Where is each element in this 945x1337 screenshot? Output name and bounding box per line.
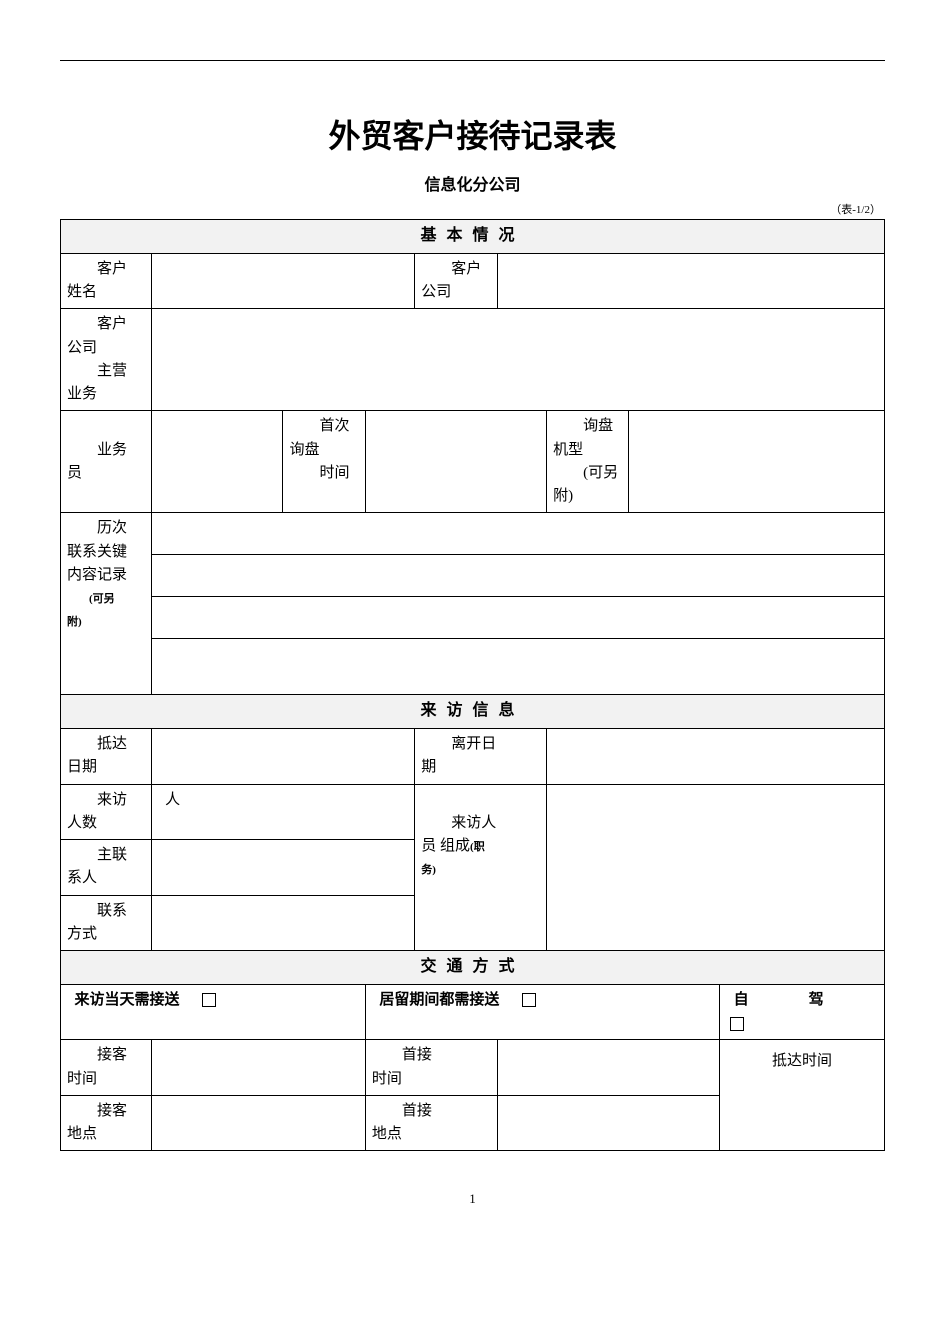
label-first-pickup-place: 首接地点 [365, 1095, 497, 1151]
field-salesperson[interactable] [151, 411, 283, 513]
label-contact-history: 历次联系关键内容记录(可另附) [61, 513, 152, 695]
label-salesperson: 业务员 [61, 411, 152, 513]
label-pickup-whole-stay: 居留期间都需接送 [379, 992, 499, 1008]
visitor-count-unit: 人 [165, 792, 180, 808]
label-first-pickup-time: 首接时间 [365, 1040, 497, 1096]
field-contact-history-2[interactable] [151, 555, 884, 597]
field-first-pickup-place[interactable] [497, 1095, 719, 1151]
label-pickup-place: 接客地点 [61, 1095, 152, 1151]
checkbox-pickup-same-day[interactable] [202, 993, 216, 1007]
label-customer-company: 客户公司 [415, 253, 497, 309]
label-arrive-time: 抵达时间 [720, 1040, 885, 1151]
option-pickup-same-day[interactable]: 来访当天需接送 [61, 984, 366, 1040]
field-customer-name[interactable] [151, 253, 415, 309]
label-main-contact: 主联系人 [61, 840, 152, 896]
field-company-mainbiz[interactable] [151, 309, 884, 411]
label-contact-method: 联系方式 [61, 895, 152, 951]
label-leave-date: 离开日期 [415, 729, 547, 785]
field-main-contact[interactable] [151, 840, 415, 896]
field-pickup-time[interactable] [151, 1040, 365, 1096]
page-subtitle: 信息化分公司 [60, 171, 885, 195]
label-arrive-date: 抵达日期 [61, 729, 152, 785]
field-arrive-date[interactable] [151, 729, 415, 785]
field-contact-history-1[interactable] [151, 513, 884, 555]
option-pickup-whole-stay[interactable]: 居留期间都需接送 [365, 984, 719, 1040]
label-visitor-count: 来访人数 [61, 784, 152, 840]
field-first-inquiry-time[interactable] [365, 411, 546, 513]
field-contact-history-4[interactable] [151, 639, 884, 695]
option-self-drive[interactable]: 自 驾 [720, 984, 885, 1040]
checkbox-self-drive[interactable] [730, 1017, 744, 1031]
checkbox-pickup-whole-stay[interactable] [522, 993, 536, 1007]
label-inquiry-model: 询盘机型(可另附) [547, 411, 629, 513]
page-container: 外贸客户接待记录表 信息化分公司 （表-1/2） 基本情况 客户姓名 客户公司 [0, 0, 945, 1247]
label-pickup-time: 接客时间 [61, 1040, 152, 1096]
field-leave-date[interactable] [547, 729, 885, 785]
label-pickup-same-day: 来访当天需接送 [75, 992, 180, 1008]
field-first-pickup-time[interactable] [497, 1040, 719, 1096]
page-number: 1 [60, 1191, 885, 1207]
field-customer-company[interactable] [497, 253, 884, 309]
form-table: 基本情况 客户姓名 客户公司 客户公司主营业务 业务员 首次询盘时间 询盘机型(… [60, 219, 885, 1151]
section-header-visit: 来访信息 [61, 695, 885, 729]
page-title: 外贸客户接待记录表 [60, 111, 885, 157]
field-visitor-count[interactable]: 人 [151, 784, 415, 840]
page-indicator: （表-1/2） [60, 201, 885, 217]
label-company-mainbiz: 客户公司主营业务 [61, 309, 152, 411]
field-visitor-composition[interactable] [547, 784, 885, 951]
top-horizontal-rule [60, 60, 885, 61]
field-contact-method[interactable] [151, 895, 415, 951]
label-first-inquiry-time: 首次询盘时间 [283, 411, 365, 513]
section-header-transport: 交通方式 [61, 951, 885, 985]
field-inquiry-model[interactable] [629, 411, 885, 513]
section-header-basic: 基本情况 [61, 220, 885, 254]
field-contact-history-3[interactable] [151, 597, 884, 639]
label-customer-name: 客户姓名 [61, 253, 152, 309]
field-pickup-place[interactable] [151, 1095, 365, 1151]
label-visitor-composition: 来访人员 组成(职务) [415, 784, 547, 951]
